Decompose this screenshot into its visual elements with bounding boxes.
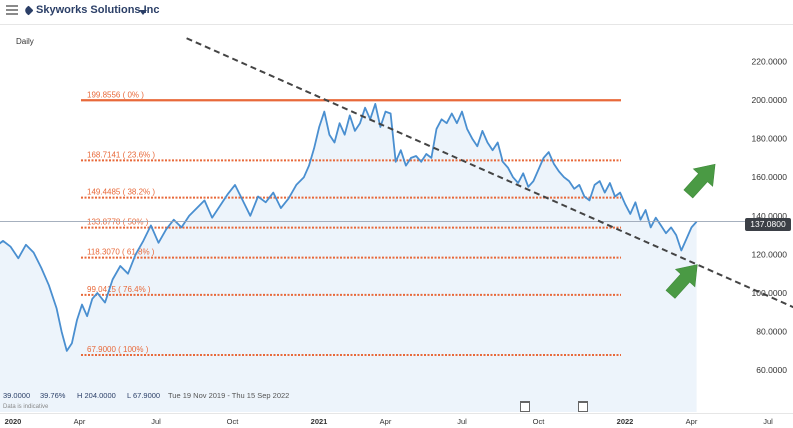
trend-arrow-icon [665,264,698,299]
fib-level-label: 67.9000 ( 100% ) [87,345,149,354]
footer-high: H 204.0000 [77,391,116,400]
arrow-shape [665,264,698,299]
x-tick-label: Apr [686,417,698,426]
x-tick-label: 2020 [5,417,22,426]
y-axis: 220.0000 200.0000 180.0000 160.0000 140.0000… [752,56,788,375]
y-tick-label: 100.0000 [752,288,788,298]
chevron-down-icon[interactable] [139,10,147,15]
calendar-icon[interactable] [520,401,530,412]
fibonacci-levels: 199.8556 ( 0% ) 168.7141 ( 23.6% ) 149.448… [81,90,621,356]
x-tick-label: Jul [457,417,467,426]
y-tick-label: 120.0000 [752,249,788,259]
trend-line [186,37,793,309]
footer-change: 39.76% [40,391,66,400]
footer-range: Tue 19 Nov 2019 - Thu 15 Sep 2022 [168,391,290,400]
data-note: Data is indicative [3,404,49,410]
y-tick-label: 140.0000 [752,211,788,221]
arrow-shape [683,163,716,199]
calendar-icon[interactable] [578,401,588,412]
x-tick-label: 2022 [617,417,634,426]
fib-level-label: 133.8778 ( 50% ) [87,218,149,227]
y-tick-label: 80.0000 [756,327,787,337]
price-line [0,103,698,352]
x-tick-label: Oct [227,417,240,426]
x-axis: 2020 Apr Jul Oct 2021 Apr Jul Oct 2022 Apr Jul [5,417,773,426]
x-tick-label: Apr [380,417,392,426]
fib-level-label: 168.7141 ( 23.6% ) [87,150,155,159]
current-price-badge: 137.0800 [745,218,791,231]
fib-level-label: 118.3070 ( 61.8% ) [87,248,155,257]
time-axis-bar [0,413,793,428]
fib-level-label: 199.8556 ( 0% ) [87,90,144,99]
timeframe-label: Daily [16,37,34,46]
instrument-name[interactable]: Skyworks Solutions Inc [36,4,160,16]
x-tick-label: Apr [74,417,86,426]
y-tick-label: 60.0000 [756,365,787,375]
chart-header: Skyworks Solutions Inc [0,0,793,25]
x-tick-label: 2021 [311,417,328,426]
footer-low: L 67.9000 [127,391,161,400]
y-tick-label: 160.0000 [752,172,788,182]
fib-level-label: 99.0415 ( 76.4% ) [87,285,151,294]
y-tick-label: 220.0000 [752,56,788,66]
x-tick-label: Jul [151,417,161,426]
x-tick-label: Oct [533,417,546,426]
fib-level-label: 149.4485 ( 38.2% ) [87,188,155,197]
y-tick-label: 180.0000 [752,134,788,144]
menu-icon[interactable] [6,5,18,17]
x-tick-label: Jul [763,417,773,426]
footer-last: 39.0000 [3,391,31,400]
y-tick-label: 200.0000 [752,95,788,105]
annotations [665,163,716,299]
trend-arrow-icon [683,163,716,199]
